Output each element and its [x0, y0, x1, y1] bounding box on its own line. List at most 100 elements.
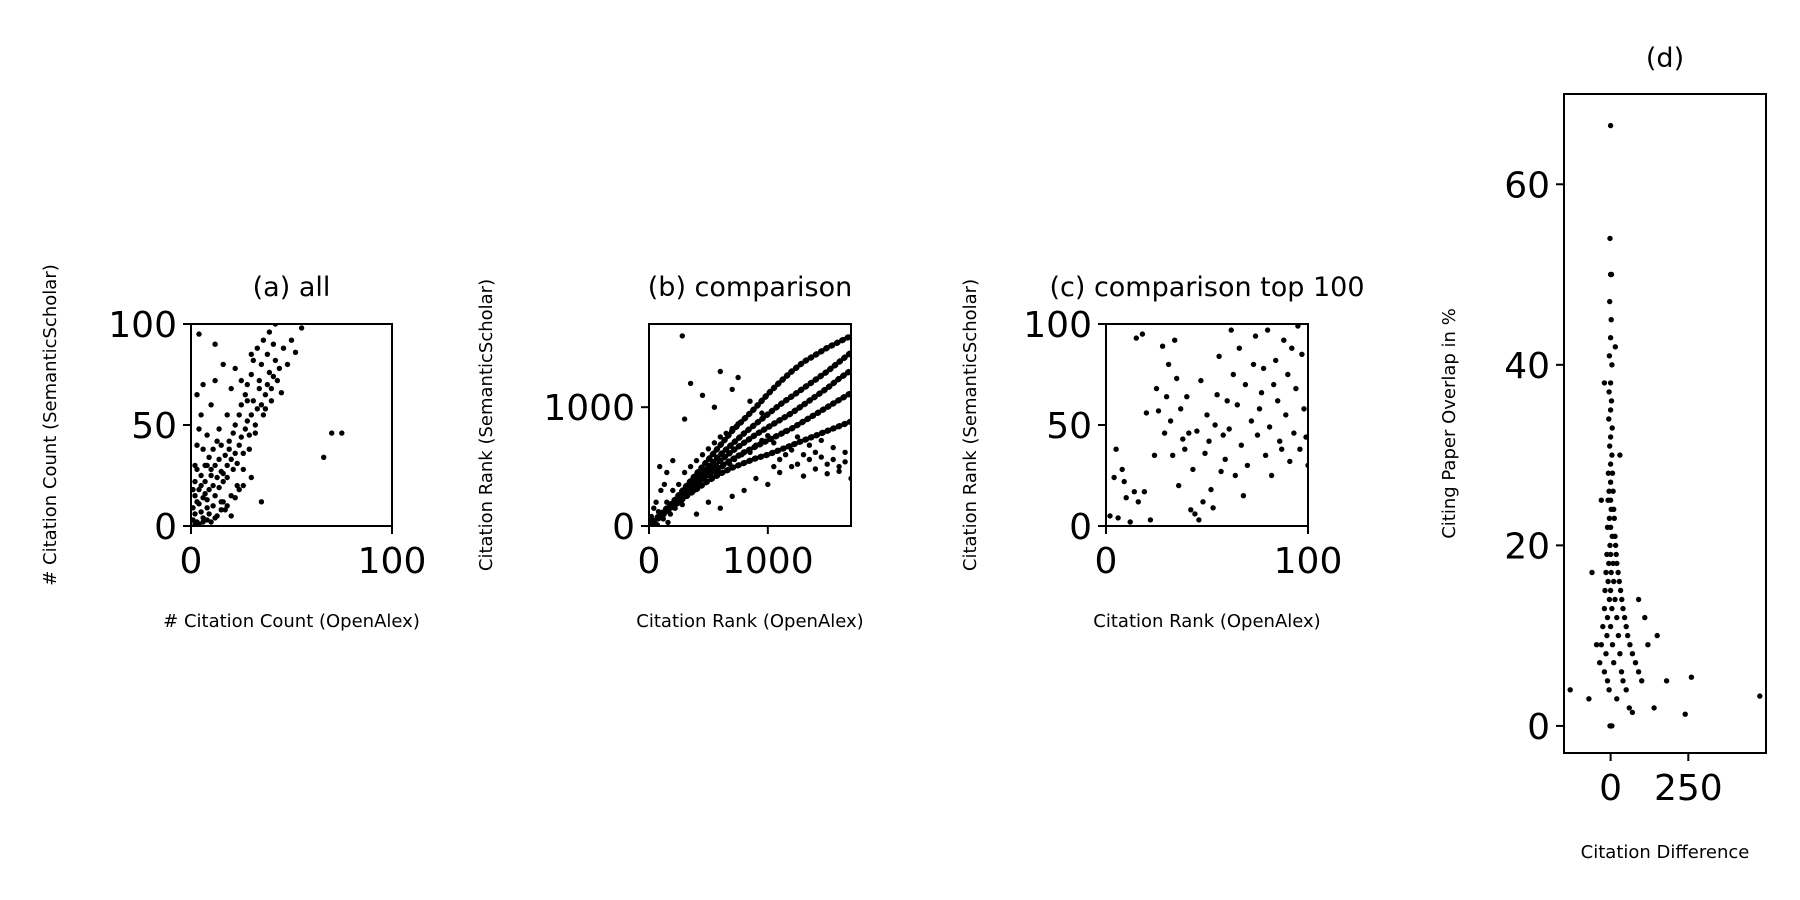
data-point	[1210, 505, 1216, 511]
data-point	[1608, 271, 1615, 278]
data-point	[256, 377, 262, 384]
data-point	[1609, 470, 1616, 476]
data-point	[204, 517, 210, 523]
data-point	[1273, 357, 1279, 364]
data-point	[1607, 407, 1614, 413]
data-point	[1618, 669, 1625, 675]
data-point	[220, 499, 226, 505]
x-axis-label: Citation Rank (OpenAlex)	[1093, 611, 1320, 632]
data-point	[1621, 614, 1628, 621]
y-tick-label: 50	[1046, 406, 1092, 447]
data-point	[824, 471, 830, 477]
data-point	[196, 521, 202, 526]
data-point	[202, 478, 208, 485]
data-point	[753, 475, 759, 482]
y-tick-label: 100	[1023, 305, 1092, 346]
data-point	[321, 454, 327, 460]
chart-title: (b) comparison	[648, 272, 852, 303]
data-point	[1609, 533, 1615, 539]
data-point	[1611, 578, 1617, 585]
data-point	[240, 450, 246, 456]
data-point	[1598, 642, 1605, 648]
data-point	[246, 446, 252, 452]
data-point	[198, 482, 204, 489]
data-point	[1606, 416, 1612, 422]
data-point	[1612, 542, 1619, 549]
data-point	[248, 474, 254, 481]
data-point	[191, 505, 196, 511]
data-point	[228, 456, 234, 462]
data-point	[1119, 466, 1125, 473]
data-point	[842, 449, 848, 455]
data-point	[1603, 651, 1609, 657]
x-axis-label: # Citation Count (OpenAlex)	[163, 611, 420, 632]
data-point	[216, 484, 222, 491]
data-point	[1236, 345, 1243, 351]
data-point	[1567, 687, 1573, 693]
data-point	[212, 377, 218, 384]
data-point	[1597, 660, 1603, 666]
data-point	[1180, 436, 1186, 442]
data-point	[1619, 596, 1625, 603]
data-point	[298, 325, 305, 331]
data-point	[1240, 493, 1247, 499]
data-point	[222, 507, 228, 513]
data-point	[192, 478, 198, 485]
axes-frame	[1105, 323, 1309, 527]
data-point	[1165, 361, 1172, 368]
data-point	[1266, 424, 1273, 430]
data-point	[1635, 596, 1642, 603]
data-point	[232, 495, 238, 501]
data-point	[1606, 596, 1613, 603]
data-point	[699, 452, 706, 458]
data-point	[226, 446, 232, 452]
data-point	[824, 461, 830, 467]
data-point	[794, 461, 801, 467]
data-point	[220, 478, 226, 485]
data-point	[1218, 468, 1224, 475]
data-point	[711, 440, 718, 446]
data-point	[1623, 687, 1629, 693]
data-point	[232, 365, 238, 372]
data-point	[1208, 486, 1214, 493]
y-tick-label: 60	[1504, 165, 1550, 206]
data-point	[224, 462, 230, 469]
data-point	[240, 466, 246, 473]
data-point	[210, 503, 216, 509]
data-point	[1609, 723, 1615, 729]
data-point	[1607, 479, 1614, 485]
data-point	[208, 402, 214, 408]
data-point	[681, 469, 688, 476]
data-point	[765, 481, 771, 488]
data-point	[192, 511, 198, 517]
data-point	[812, 466, 819, 472]
data-point	[777, 456, 783, 463]
data-point	[842, 459, 848, 465]
data-point	[234, 460, 240, 467]
data-point	[653, 499, 659, 505]
data-point	[720, 463, 726, 470]
data-point	[1121, 478, 1127, 485]
data-point	[1627, 642, 1633, 648]
data-point	[1607, 461, 1614, 467]
data-point	[727, 461, 733, 467]
data-point	[238, 402, 244, 408]
data-point	[1639, 678, 1645, 684]
data-point	[228, 493, 234, 499]
data-point	[1182, 446, 1188, 452]
data-point	[1264, 327, 1271, 333]
data-point	[1593, 642, 1600, 648]
data-point	[248, 412, 254, 418]
data-point	[717, 505, 723, 511]
data-point	[1234, 402, 1241, 408]
data-point	[258, 499, 265, 505]
trend-line-3	[649, 389, 851, 526]
data-point	[1620, 605, 1626, 612]
data-point	[234, 482, 240, 489]
data-point	[256, 385, 262, 392]
data-point	[204, 497, 210, 503]
data-point	[216, 426, 222, 432]
data-point	[657, 463, 663, 470]
data-point	[1605, 578, 1611, 585]
